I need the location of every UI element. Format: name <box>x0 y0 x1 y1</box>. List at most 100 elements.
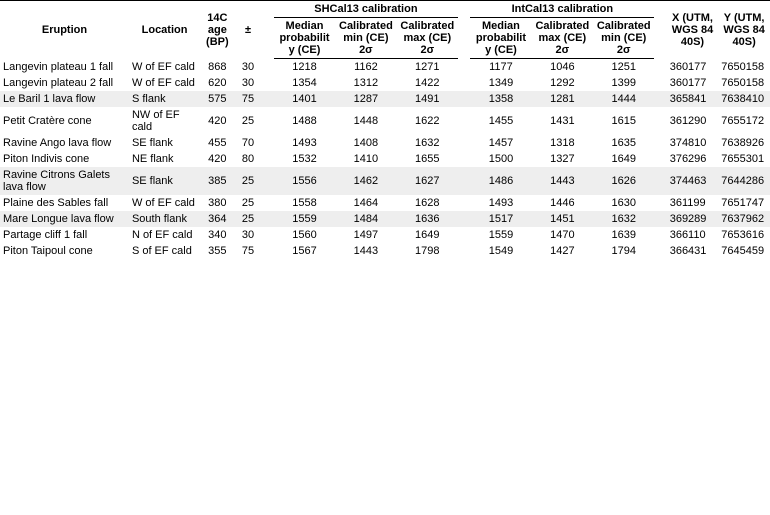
cell-x: 366110 <box>667 227 719 243</box>
cell-gap <box>654 211 666 227</box>
cell-gap <box>654 107 666 135</box>
cell-sh-min: 1287 <box>335 91 396 107</box>
cell-y: 7650158 <box>718 59 770 76</box>
cell-eruption: Langevin plateau 1 fall <box>0 59 129 76</box>
cell-ic-med: 1559 <box>470 227 531 243</box>
cell-gap <box>262 59 274 76</box>
cell-y: 7650158 <box>718 75 770 91</box>
col-gap <box>458 1 470 59</box>
cell-ic-max: 1451 <box>532 211 593 227</box>
cell-sh-med: 1567 <box>274 243 335 259</box>
col-y: Y (UTM, WGS 84 40S) <box>718 1 770 59</box>
cell-ic-min: 1635 <box>593 135 654 151</box>
cell-x: 361290 <box>667 107 719 135</box>
cell-sh-min: 1312 <box>335 75 396 91</box>
cell-x: 366431 <box>667 243 719 259</box>
cell-gap <box>458 167 470 195</box>
table-row: Piton Taipoul coneS of EF cald3557515671… <box>0 243 770 259</box>
cell-ic-min: 1649 <box>593 151 654 167</box>
calibration-table: Eruption Location 14C age (BP) ± SHCal13… <box>0 0 770 259</box>
cell-sh-max: 1798 <box>397 243 458 259</box>
cell-ic-min: 1399 <box>593 75 654 91</box>
cell-sh-min: 1162 <box>335 59 396 76</box>
cell-pm: 30 <box>235 227 262 243</box>
cell-y: 7644286 <box>718 167 770 195</box>
cell-ic-med: 1177 <box>470 59 531 76</box>
table-row: Partage cliff 1 fallN of EF cald34030156… <box>0 227 770 243</box>
cell-pm: 75 <box>235 243 262 259</box>
col-pm: ± <box>235 1 262 59</box>
cell-sh-med: 1560 <box>274 227 335 243</box>
cell-ic-min: 1632 <box>593 211 654 227</box>
cell-y: 7653616 <box>718 227 770 243</box>
cell-sh-med: 1354 <box>274 75 335 91</box>
cell-eruption: Le Baril 1 lava flow <box>0 91 129 107</box>
cell-gap <box>262 243 274 259</box>
cell-gap <box>458 75 470 91</box>
cell-location: SE flank <box>129 135 200 151</box>
col-c14age: 14C age (BP) <box>200 1 234 59</box>
cell-y: 7655172 <box>718 107 770 135</box>
cell-y: 7655301 <box>718 151 770 167</box>
col-ic-median: Median probability (CE) <box>470 18 531 59</box>
cell-location: N of EF cald <box>129 227 200 243</box>
cell-x: 374810 <box>667 135 719 151</box>
cell-sh-med: 1532 <box>274 151 335 167</box>
cell-ic-max: 1470 <box>532 227 593 243</box>
cell-y: 7645459 <box>718 243 770 259</box>
cell-location: S flank <box>129 91 200 107</box>
cell-eruption: Piton Taipoul cone <box>0 243 129 259</box>
cell-gap <box>262 211 274 227</box>
cell-ic-min: 1630 <box>593 195 654 211</box>
cell-sh-max: 1649 <box>397 227 458 243</box>
cell-location: W of EF cald <box>129 59 200 76</box>
cell-gap <box>458 91 470 107</box>
cell-gap <box>262 227 274 243</box>
cell-pm: 80 <box>235 151 262 167</box>
cell-sh-max: 1636 <box>397 211 458 227</box>
cell-sh-med: 1556 <box>274 167 335 195</box>
cell-c14: 420 <box>200 151 234 167</box>
cell-gap <box>458 227 470 243</box>
cell-gap <box>654 135 666 151</box>
cell-x: 376296 <box>667 151 719 167</box>
cell-eruption: Ravine Ango lava flow <box>0 135 129 151</box>
cell-c14: 868 <box>200 59 234 76</box>
cell-pm: 75 <box>235 91 262 107</box>
table-row: Langevin plateau 2 fallW of EF cald62030… <box>0 75 770 91</box>
cell-y: 7638926 <box>718 135 770 151</box>
cell-location: W of EF cald <box>129 75 200 91</box>
col-sh-median: Median probability (CE) <box>274 18 335 59</box>
cell-ic-med: 1358 <box>470 91 531 107</box>
cell-c14: 420 <box>200 107 234 135</box>
cell-c14: 364 <box>200 211 234 227</box>
cell-gap <box>654 167 666 195</box>
cell-gap <box>654 151 666 167</box>
cell-ic-med: 1486 <box>470 167 531 195</box>
cell-sh-med: 1218 <box>274 59 335 76</box>
table-row: Plaine des Sables fallW of EF cald380251… <box>0 195 770 211</box>
cell-c14: 385 <box>200 167 234 195</box>
cell-sh-min: 1484 <box>335 211 396 227</box>
cell-sh-med: 1488 <box>274 107 335 135</box>
cell-x: 360177 <box>667 59 719 76</box>
cell-ic-max: 1327 <box>532 151 593 167</box>
cell-ic-max: 1443 <box>532 167 593 195</box>
cell-c14: 620 <box>200 75 234 91</box>
cell-ic-max: 1431 <box>532 107 593 135</box>
cell-eruption: Ravine Citrons Galets lava flow <box>0 167 129 195</box>
cell-sh-max: 1628 <box>397 195 458 211</box>
cell-ic-med: 1549 <box>470 243 531 259</box>
cell-pm: 30 <box>235 75 262 91</box>
col-group-shcal: SHCal13 calibration <box>274 1 458 18</box>
col-eruption: Eruption <box>0 1 129 59</box>
cell-pm: 70 <box>235 135 262 151</box>
cell-gap <box>262 91 274 107</box>
cell-eruption: Mare Longue lava flow <box>0 211 129 227</box>
cell-location: SE flank <box>129 167 200 195</box>
cell-ic-med: 1493 <box>470 195 531 211</box>
cell-location: S of EF cald <box>129 243 200 259</box>
cell-gap <box>654 59 666 76</box>
cell-gap <box>262 195 274 211</box>
cell-y: 7638410 <box>718 91 770 107</box>
